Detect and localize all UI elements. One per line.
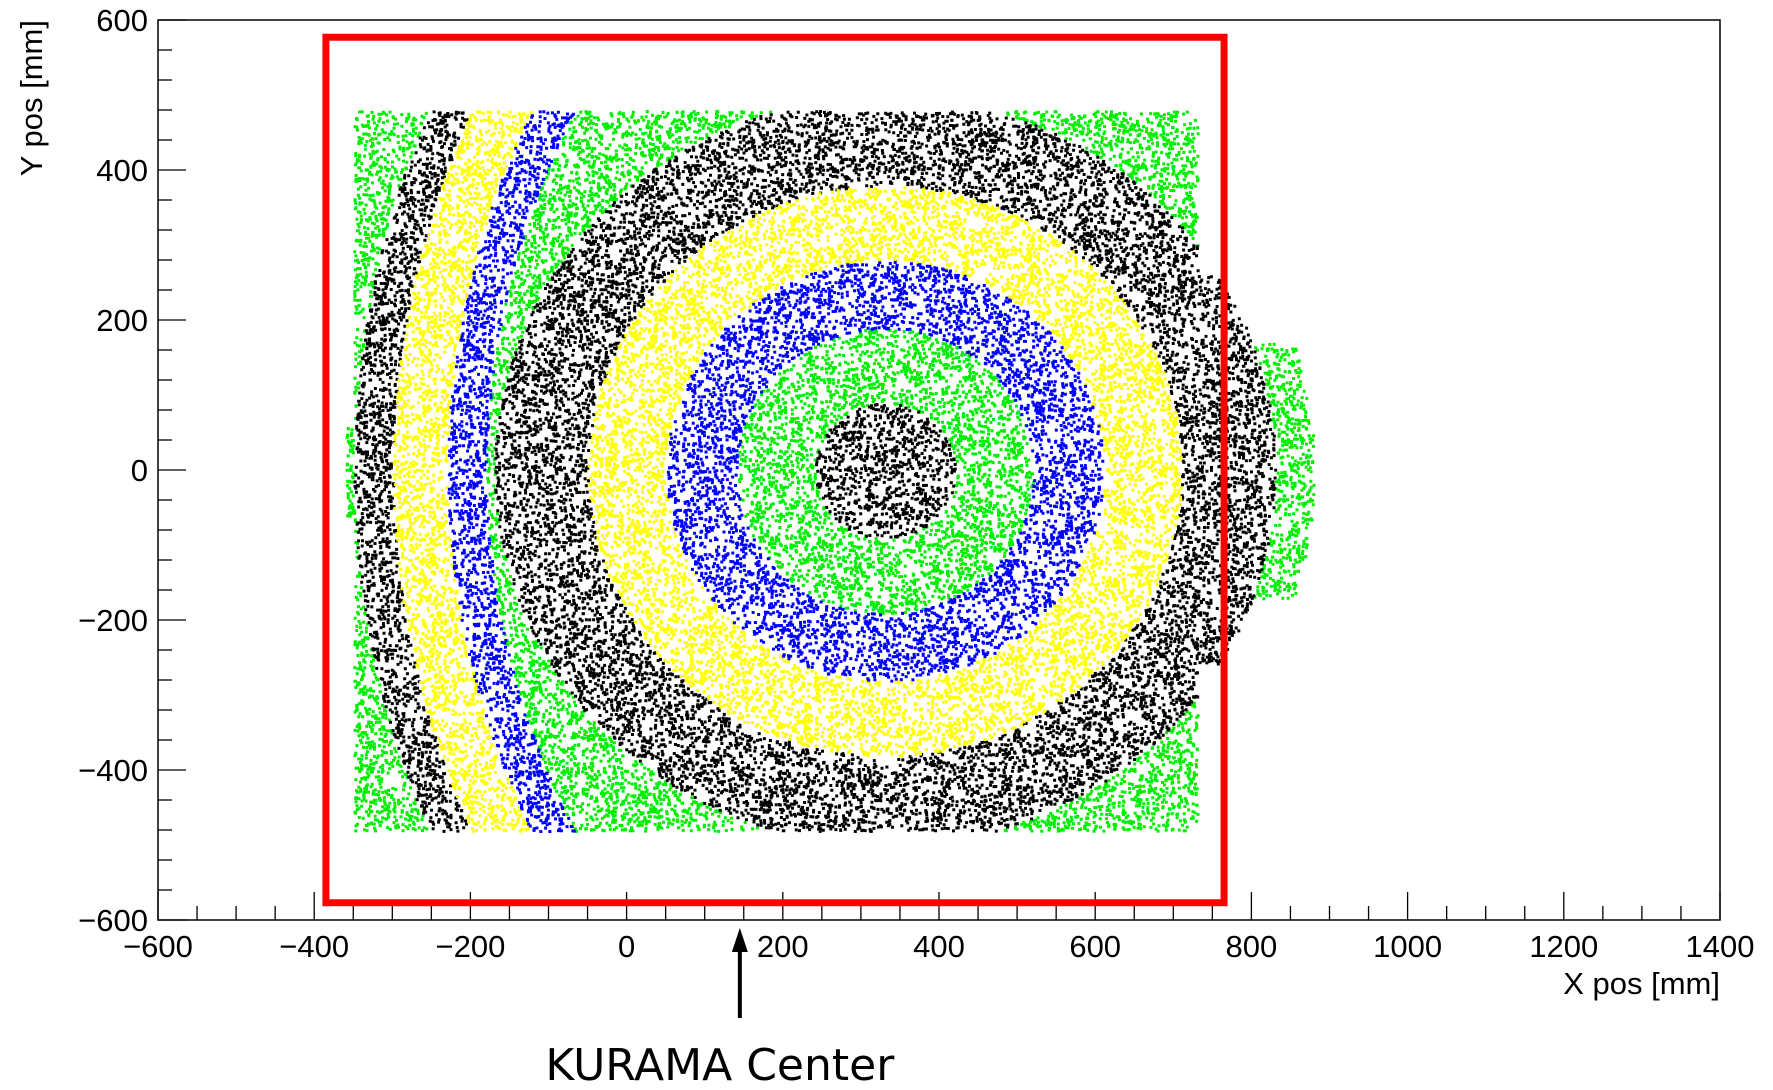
y-tick-label: −400 xyxy=(78,753,148,788)
scatter-points xyxy=(345,110,1316,833)
x-tick-label: 800 xyxy=(1226,929,1278,964)
scatter-series-black xyxy=(353,110,1278,833)
x-tick-label: 1400 xyxy=(1686,929,1755,964)
acceptance-box xyxy=(322,33,1228,907)
x-tick-label: 600 xyxy=(1069,929,1121,964)
x-tick-labels: −600 −400 −200 0 200 400 600 800 1000 1200 1400 xyxy=(123,929,1754,964)
y-tick-label: 400 xyxy=(96,153,148,188)
x-tick-label: −400 xyxy=(279,929,349,964)
x-tick-label: 1200 xyxy=(1529,929,1598,964)
annotation-label: KURAMA Center xyxy=(545,1040,895,1090)
y-tick-label: 600 xyxy=(96,3,148,38)
scatter-series-blue xyxy=(447,110,1105,833)
x-tick-label: 200 xyxy=(757,929,809,964)
x-tick-label: 1000 xyxy=(1373,929,1442,964)
y-tick-label: −200 xyxy=(78,603,148,638)
x-tick-label: 0 xyxy=(618,929,635,964)
x-tick-label: −600 xyxy=(123,929,193,964)
annotation-arrow xyxy=(731,928,748,1018)
x-tick-label: 400 xyxy=(913,929,965,964)
y-tick-label: −600 xyxy=(78,903,148,938)
x-tick-label: −200 xyxy=(435,929,505,964)
y-tick-labels: −600 −400 −200 0 200 400 600 xyxy=(78,3,148,938)
y-tick-label: 200 xyxy=(96,303,148,338)
x-axis-title: X pos [mm] xyxy=(1563,966,1720,1001)
y-axis-title: Y pos [mm] xyxy=(14,20,49,176)
y-tick-label: 0 xyxy=(131,453,148,488)
